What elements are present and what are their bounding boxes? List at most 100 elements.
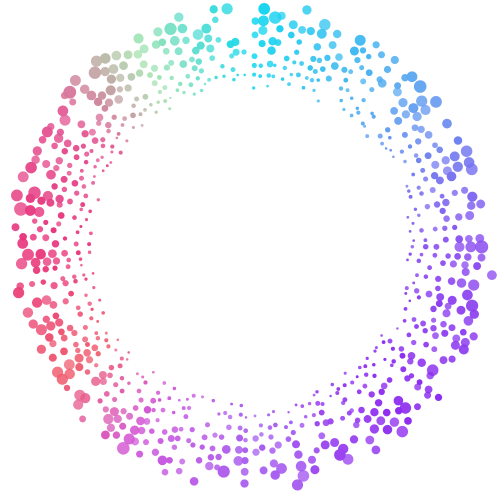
dot — [134, 96, 140, 102]
dot — [440, 320, 447, 328]
dot — [365, 69, 373, 77]
dot — [431, 346, 438, 353]
dot — [78, 257, 83, 261]
dot — [178, 426, 184, 432]
dot — [72, 144, 80, 152]
dot — [212, 432, 218, 438]
dot — [48, 353, 57, 362]
dot — [19, 232, 27, 241]
dot — [369, 424, 380, 434]
dot — [220, 64, 225, 69]
dot — [34, 206, 45, 218]
dot — [28, 319, 38, 329]
dot — [315, 400, 321, 406]
dot — [363, 124, 367, 128]
dot — [414, 403, 421, 411]
dot — [238, 412, 243, 417]
dot — [236, 434, 244, 442]
dot — [69, 74, 81, 86]
dot — [291, 440, 301, 449]
dot — [201, 23, 212, 34]
dot — [51, 142, 58, 150]
dot — [138, 397, 144, 403]
dot — [136, 388, 142, 394]
dot — [325, 75, 332, 82]
dot — [80, 143, 87, 149]
dot — [85, 342, 90, 347]
dot — [162, 381, 167, 385]
dot — [307, 401, 312, 406]
dot — [244, 416, 248, 419]
dot — [42, 257, 52, 267]
dot — [302, 5, 312, 15]
dot — [203, 82, 207, 86]
dot — [100, 66, 110, 77]
dot — [429, 186, 436, 194]
dot — [372, 362, 376, 367]
dot — [75, 363, 84, 372]
dot — [294, 403, 298, 407]
dot — [345, 88, 350, 93]
dot — [425, 290, 433, 298]
dot — [469, 332, 478, 341]
dot — [163, 99, 168, 103]
dot — [214, 464, 221, 471]
dot — [56, 201, 63, 208]
dot — [149, 102, 153, 107]
dot — [320, 402, 325, 406]
dot — [82, 336, 89, 343]
dot — [290, 429, 296, 436]
dot — [298, 25, 307, 34]
dot — [433, 201, 441, 208]
dot — [407, 144, 413, 149]
dot — [252, 448, 260, 456]
dot — [452, 334, 461, 343]
dot — [46, 169, 56, 180]
dot — [465, 299, 479, 312]
dot — [179, 458, 186, 465]
dot — [60, 175, 68, 183]
dot — [267, 46, 276, 55]
dot — [258, 423, 263, 428]
dot — [241, 456, 249, 465]
dot — [243, 428, 249, 434]
dot — [461, 267, 470, 277]
dot — [100, 430, 110, 440]
dot — [199, 88, 204, 93]
dot — [442, 118, 452, 129]
dot — [201, 434, 208, 441]
dot — [312, 68, 318, 75]
dot — [251, 53, 258, 60]
dot — [377, 133, 383, 139]
dot — [376, 416, 386, 426]
dot — [63, 359, 75, 370]
dot — [172, 386, 177, 391]
dot — [22, 248, 34, 261]
dot — [390, 346, 395, 351]
dot — [299, 61, 304, 66]
dot — [440, 260, 446, 266]
dot — [419, 191, 424, 196]
dot — [268, 434, 274, 440]
dot — [122, 116, 127, 121]
dot — [307, 455, 317, 464]
dot — [384, 147, 388, 150]
dot — [138, 112, 143, 117]
dot — [407, 351, 416, 360]
dot — [222, 74, 226, 78]
dot — [307, 65, 313, 71]
dot — [209, 445, 216, 452]
dot — [259, 466, 268, 475]
dot — [191, 65, 198, 72]
dot — [465, 241, 477, 253]
dot — [442, 236, 449, 243]
dot — [240, 467, 249, 476]
dot — [316, 78, 320, 82]
dot — [62, 298, 69, 305]
dot — [454, 241, 465, 252]
dot — [258, 74, 263, 78]
dot — [465, 163, 478, 176]
dot — [413, 153, 419, 158]
dot — [195, 457, 203, 464]
dot — [79, 225, 83, 228]
